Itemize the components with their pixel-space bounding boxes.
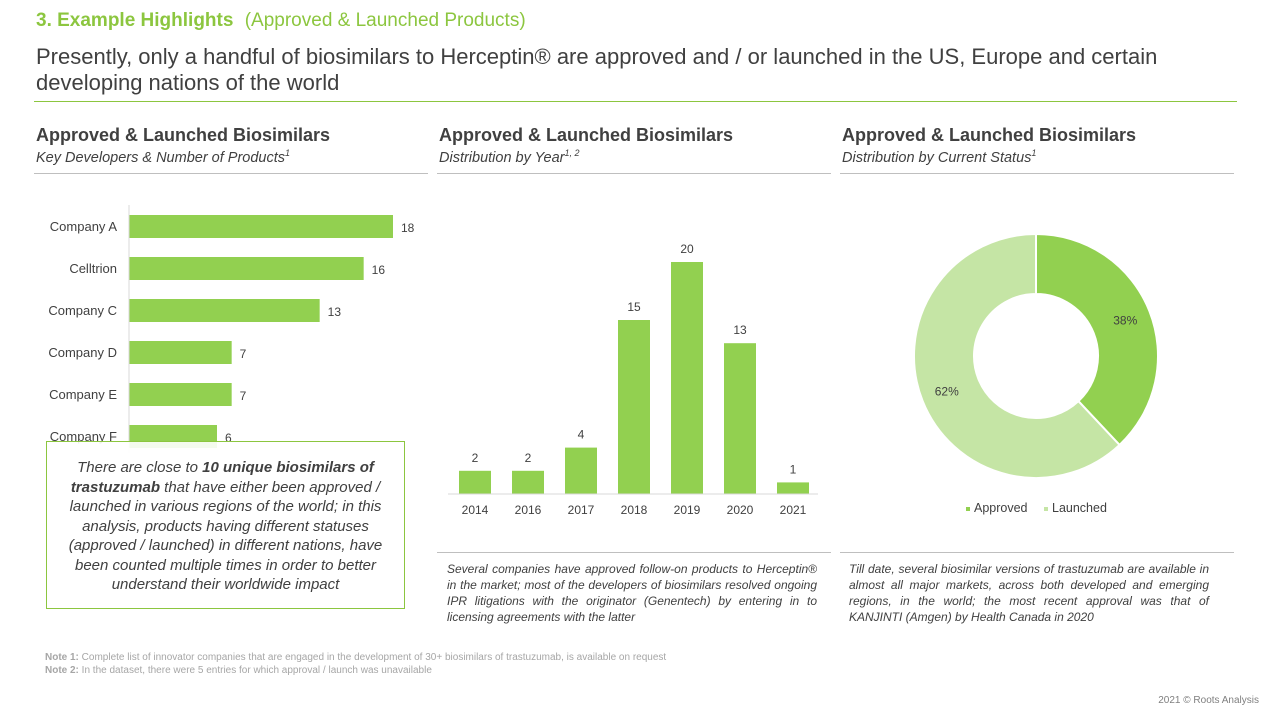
- footnote-2: Note 2: In the dataset, there were 5 ent…: [45, 665, 432, 676]
- bar: [671, 262, 703, 494]
- legend-marker: [1044, 507, 1048, 511]
- slice-label: 38%: [1113, 314, 1137, 328]
- bar: [129, 215, 393, 238]
- category-label: Celltrion: [69, 261, 117, 276]
- section-subtitle: (Approved & Launched Products): [244, 10, 526, 31]
- callout-box: There are close to 10 unique biosimilars…: [46, 441, 405, 609]
- section-number: 3. Example Highlights: [36, 10, 234, 31]
- year-panel-subtitle: Distribution by Year1, 2: [439, 148, 580, 166]
- status-note: Till date, several biosimilar versions o…: [849, 562, 1209, 624]
- footnote-ref: 1: [285, 148, 291, 158]
- bar: [724, 343, 756, 494]
- year-panel-divider: [437, 173, 831, 174]
- data-label: 7: [240, 347, 247, 361]
- legend-label: Approved: [974, 501, 1028, 515]
- year-panel-header: Approved & Launched Biosimilars Distribu…: [439, 125, 831, 166]
- data-label: 16: [372, 263, 386, 277]
- data-label: 2: [472, 451, 479, 465]
- tick-label: 2014: [462, 503, 489, 517]
- footnote-ref: 1: [1031, 148, 1037, 158]
- developers-panel-subtitle: Key Developers & Number of Products1: [36, 148, 291, 166]
- bar: [129, 257, 364, 280]
- donut-slice: [1035, 232, 1159, 447]
- developers-panel-divider: [34, 173, 428, 174]
- status-panel-subtitle: Distribution by Current Status1: [842, 148, 1037, 166]
- bar: [129, 299, 320, 322]
- callout-highlight: 10 unique biosimilars of trastuzumab: [70, 459, 374, 496]
- bar: [129, 341, 232, 364]
- status-panel-title: Approved & Launched Biosimilars: [842, 125, 1137, 145]
- data-label: 6: [225, 431, 232, 445]
- data-label: 2: [525, 451, 532, 465]
- tick-label: 2016: [515, 503, 542, 517]
- bar: [777, 482, 809, 494]
- data-label: 15: [627, 300, 641, 314]
- section-title: 3. Example Highlights (Approved & Launch…: [36, 10, 526, 32]
- tick-label: 2019: [674, 503, 701, 517]
- status-note-divider: [840, 552, 1234, 553]
- status-panel-divider: [840, 173, 1234, 174]
- data-label: 18: [401, 221, 415, 235]
- status-panel-header: Approved & Launched Biosimilars Distribu…: [842, 125, 1234, 166]
- page-headline: Presently, only a handful of biosimilars…: [36, 44, 1158, 95]
- category-label: Company F: [50, 429, 117, 444]
- bar: [459, 470, 491, 494]
- year-panel-title: Approved & Launched Biosimilars: [439, 125, 734, 145]
- legend-label: Launched: [1052, 501, 1107, 515]
- data-label: 1: [790, 462, 797, 476]
- tick-label: 2021: [780, 503, 807, 517]
- developers-bar-chart: Company A 18 Celltrion 16 Company C 13 Company…: [48, 205, 415, 453]
- category-label: Company D: [48, 345, 117, 360]
- tick-label: 2020: [727, 503, 754, 517]
- tick-label: 2017: [568, 503, 595, 517]
- data-label: 7: [240, 389, 247, 403]
- status-donut-chart: 38% 62% Approved Launched: [913, 232, 1159, 515]
- footnote-1: Note 1: Complete list of innovator compa…: [45, 652, 667, 663]
- copyright: 2021 © Roots Analysis: [1158, 695, 1259, 706]
- bar: [129, 383, 232, 406]
- bar: [512, 470, 544, 494]
- footnote-ref: 1, 2: [564, 148, 580, 158]
- legend-marker: [966, 507, 970, 511]
- header-divider: [34, 101, 1237, 102]
- data-label: 4: [578, 428, 585, 442]
- developers-panel-header: Approved & Launched Biosimilars Key Deve…: [36, 125, 428, 166]
- developers-panel-title: Approved & Launched Biosimilars: [36, 125, 331, 145]
- bar: [565, 447, 597, 494]
- category-label: Company A: [50, 219, 118, 234]
- category-label: Company E: [49, 387, 117, 402]
- footnotes: Note 1: Complete list of innovator compa…: [45, 651, 666, 677]
- year-note-divider: [437, 552, 831, 553]
- data-label: 13: [733, 323, 747, 337]
- tick-label: 2018: [621, 503, 648, 517]
- slice-label: 62%: [935, 384, 959, 398]
- data-label: 20: [680, 242, 694, 256]
- donut-slice: [913, 232, 1121, 479]
- bar: [618, 320, 650, 494]
- data-label: 13: [328, 305, 342, 319]
- year-note: Several companies have approved follow-o…: [447, 562, 817, 624]
- category-label: Company C: [48, 303, 117, 318]
- year-bar-chart: 2 2014 2 2016 4 2017 15 2018 20 2019 13 2020 1 2021: [448, 242, 818, 517]
